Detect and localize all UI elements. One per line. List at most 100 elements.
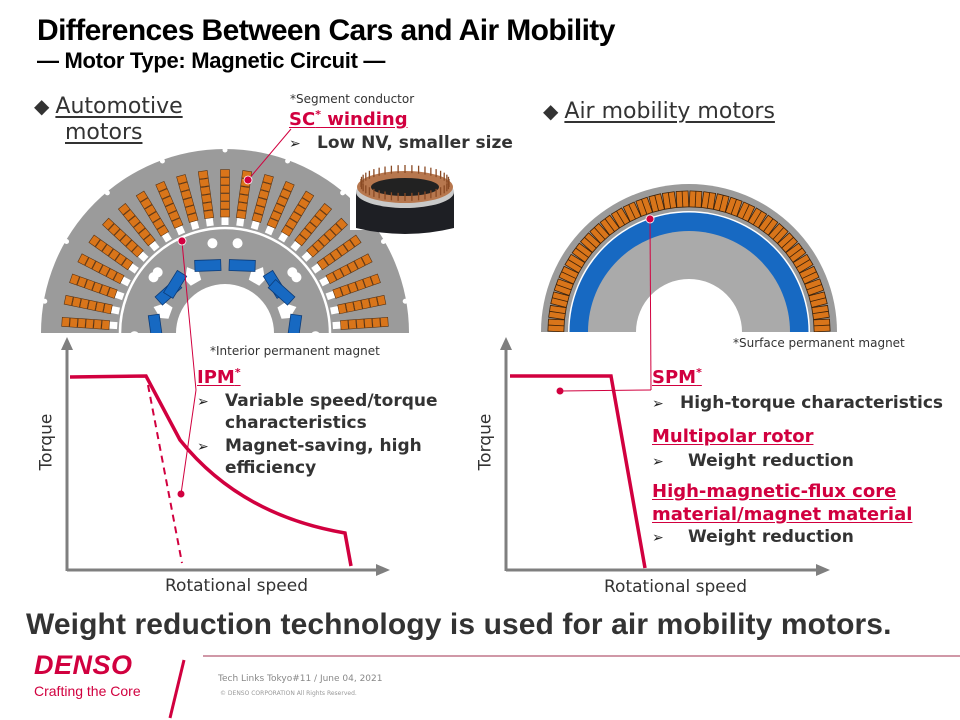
coil-slot: [319, 253, 373, 287]
auto-y-axis-arrow: [61, 337, 73, 350]
arrowhead-bullet-icon: ➢: [197, 394, 209, 410]
coil-slot: [69, 273, 125, 301]
ipm-leader-dot-magnet: [177, 236, 187, 246]
flux-bullet-text: Weight reduction: [688, 527, 854, 547]
air-coil-slots: [547, 190, 831, 332]
coil-slot: [61, 317, 118, 330]
air-mobility-heading: ◆ Air mobility motors: [543, 99, 775, 124]
coil-slot: [301, 217, 348, 262]
air-coil-slot: [558, 265, 580, 285]
auto-x-axis-label: Rotational speed: [165, 576, 308, 596]
spm-footnote: *Surface permanent magnet: [733, 336, 905, 350]
air-coil-slot: [599, 214, 620, 236]
ipm-star: *: [234, 366, 241, 379]
ipm-magnet-pair: [148, 238, 222, 299]
air-torque-chart: [500, 214, 830, 576]
coil-slot: [77, 253, 131, 287]
coil-slot: [117, 202, 160, 252]
coil-slot: [197, 170, 215, 227]
auto-x-axis-arrow: [376, 564, 390, 576]
air-coil-slot: [589, 222, 611, 244]
denso-tagline: Crafting the Core: [34, 683, 141, 699]
ipm-footnote: *Interior permanent magnet: [210, 344, 380, 358]
air-coil-slot: [792, 253, 814, 274]
ipm-bullet-2-line1: Magnet-saving, high: [225, 436, 422, 456]
footer-slash: [168, 659, 186, 719]
coil-slot: [250, 174, 274, 230]
arrowhead-bullet-icon: ➢: [652, 454, 664, 470]
air-mobility-motor-diagram: [541, 184, 837, 332]
air-coil-slot: [622, 201, 642, 223]
flux-heading-line2: material/magnet material: [652, 504, 913, 525]
sc-suffix: winding: [320, 109, 408, 130]
automotive-heading-line2: motors: [65, 120, 143, 145]
coil-slot: [278, 190, 315, 243]
multipolar-bullet-text: Weight reduction: [688, 451, 854, 471]
air-coil-slot: [713, 193, 730, 213]
automotive-coil-slots: [42, 147, 408, 330]
air-coil-slot: [813, 318, 831, 332]
ipm-bullet-1-line1: Variable speed/torque: [225, 391, 438, 411]
footer-copyright: © DENSO CORPORATION All Rights Reserved.: [220, 690, 357, 697]
air-y-axis-arrow: [500, 337, 512, 350]
sc-bullet-text: Low NV, smaller size: [317, 133, 513, 153]
air-coil-slot: [724, 196, 743, 217]
multipolar-heading: Multipolar rotor: [652, 426, 814, 447]
diamond-bullet-icon: ◆: [543, 99, 559, 123]
air-coil-slot: [548, 304, 567, 321]
spm-bullet: ➢ High-torque characteristics: [652, 392, 943, 415]
coil-slot: [325, 273, 381, 301]
ipm-magnet-pair: [267, 267, 321, 333]
spm-label: SPM: [652, 367, 697, 388]
air-coil-slot: [564, 253, 586, 274]
diamond-bullet-icon: ◆: [34, 94, 50, 118]
air-shaft-hole: [636, 279, 742, 332]
arrowhead-bullet-icon: ➢: [289, 136, 301, 152]
coil-slot: [135, 190, 172, 243]
air-coil-slot: [808, 291, 828, 308]
sc-winding-heading: SC* winding: [289, 108, 408, 130]
spm-bullet-text: High-torque characteristics: [680, 393, 944, 413]
air-coil-slot: [579, 232, 601, 254]
coil-slot: [63, 294, 120, 315]
ipm-bullet-2-line2: efficiency: [225, 458, 317, 478]
ipm-leader-line-lower: [180, 389, 197, 495]
arrowhead-bullet-icon: ➢: [197, 439, 209, 455]
air-coil-slot: [785, 242, 807, 263]
ipm-bullet-2: ➢ Magnet-saving, high: [197, 435, 422, 458]
air-coil-slot: [648, 193, 665, 213]
spm-leader-line-horizontal: [559, 389, 652, 392]
spm-star: *: [696, 366, 702, 379]
automotive-torque-chart: [61, 236, 390, 576]
air-x-axis-arrow: [816, 564, 830, 576]
spm-leader-dot-chart: [556, 387, 564, 395]
air-coil-slot: [675, 190, 690, 208]
air-coil-slot: [550, 291, 570, 308]
coil-slot: [264, 180, 295, 236]
ipm-bullet-1: ➢ Variable speed/torque: [197, 390, 438, 413]
air-coil-slot: [736, 201, 756, 223]
air-mobility-heading-text: Air mobility motors: [564, 99, 775, 124]
sc-leader-line: [243, 128, 292, 185]
spm-leader-line-vertical: [649, 218, 652, 391]
air-coil-slot: [804, 278, 825, 297]
denso-logo: DENSO: [34, 650, 133, 680]
footer-event-info: Tech Links Tokyo#11 / June 04, 2021: [218, 674, 383, 684]
automotive-shaft-hole: [176, 284, 274, 333]
ipm-bullet-1-line2: characteristics: [225, 413, 367, 433]
air-spm-torque-curve: [510, 374, 647, 569]
automotive-ipm-magnets: [129, 238, 321, 333]
coil-slot: [176, 174, 200, 230]
ipm-heading: IPM*: [197, 366, 241, 388]
automotive-heading: ◆ Automotive: [34, 94, 183, 119]
air-coil-slot: [635, 196, 654, 217]
air-coil-slot: [571, 242, 593, 263]
sc-star: *: [315, 108, 321, 121]
air-coil-slot: [767, 222, 789, 244]
page-title: Differences Between Cars and Air Mobilit…: [37, 14, 615, 47]
sc-bullet: ➢ Low NV, smaller size: [289, 132, 513, 155]
spm-leader-dot-magnet: [645, 214, 655, 224]
spm-heading: SPM*: [652, 366, 702, 388]
air-coil-slot: [688, 190, 703, 208]
